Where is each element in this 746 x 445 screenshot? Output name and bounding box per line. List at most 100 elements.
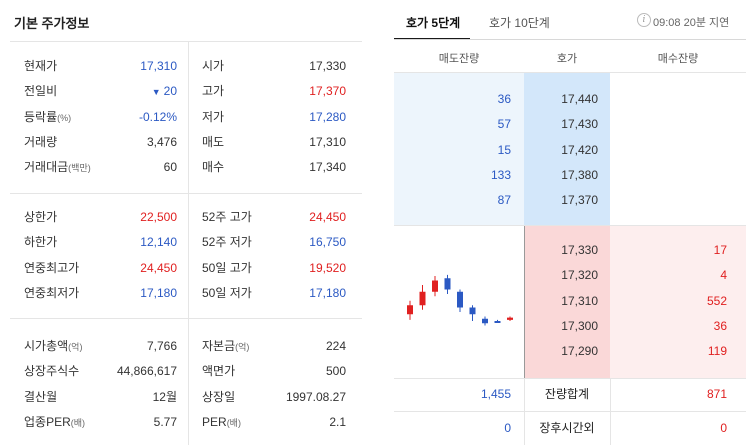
- bid-price[interactable]: 17,320: [561, 268, 598, 282]
- stat-label: 결산월: [24, 390, 57, 405]
- header-bid-qty: 매수잔량: [657, 53, 699, 65]
- stat-label-text: 상장주식수: [24, 364, 80, 378]
- basic-info-panel: 기본 주가정보 현재가 17,310 시가 17,330 전일비 ▼ 20 고가 17,370 등…: [0, 0, 362, 445]
- stat-label: 50일 고가: [202, 261, 252, 276]
- candle-body: [444, 278, 451, 290]
- stat-label-text: 50일 고가: [202, 261, 252, 275]
- stat-label: 시가: [202, 59, 224, 74]
- bid-qty[interactable]: 17: [713, 243, 727, 257]
- tab-orderbook-10[interactable]: 호가 10단계: [489, 16, 550, 30]
- total-sell-qty[interactable]: 1,455: [480, 387, 511, 401]
- stat-label-unit: (백만): [68, 163, 91, 173]
- ask-qty[interactable]: 15: [497, 143, 511, 157]
- divider: [394, 72, 746, 73]
- stat-value: 24,450: [140, 261, 177, 275]
- stat-value-text: 3,476: [146, 135, 177, 149]
- after-hours-buy-qty[interactable]: 0: [720, 421, 727, 435]
- stat-label: 52주 저가: [202, 235, 252, 250]
- stat-label: 연중최저가: [24, 286, 79, 301]
- ask-price[interactable]: 17,370: [561, 193, 598, 207]
- bid-qty-area: [610, 226, 746, 378]
- total-buy-qty[interactable]: 871: [706, 387, 727, 401]
- candle-body: [432, 280, 438, 292]
- stat-label: 거래대금(백만): [24, 160, 91, 175]
- bid-price[interactable]: 17,290: [561, 344, 598, 358]
- stat-label-text: 매수: [202, 160, 225, 174]
- bid-qty[interactable]: 119: [707, 344, 727, 358]
- bid-price[interactable]: 17,310: [561, 294, 598, 308]
- stat-label-text: 거래대금: [24, 160, 69, 174]
- stat-label-text: 연중최고가: [24, 261, 80, 275]
- total-label: 잔량합계: [544, 387, 590, 401]
- stat-value: 22,500: [140, 210, 177, 224]
- stat-label: 시가총액(억): [24, 339, 82, 354]
- candle-body: [419, 291, 426, 306]
- stat-value: 24,450: [309, 210, 346, 224]
- stat-value-text: 60: [163, 160, 177, 174]
- stat-label-text: 연중최저가: [24, 286, 80, 300]
- candle-body: [507, 317, 513, 320]
- stat-label-text: 고가: [202, 84, 225, 98]
- ask-qty[interactable]: 57: [497, 117, 511, 131]
- stat-label-text: 자본금: [202, 339, 236, 353]
- stat-value: 224: [325, 339, 346, 353]
- info-icon[interactable]: i: [637, 13, 651, 27]
- stat-label-text: 결산월: [24, 390, 58, 404]
- after-hours-sell-qty[interactable]: 0: [504, 421, 511, 435]
- stat-label-unit: (억): [235, 342, 250, 352]
- stat-value-text: 17,310: [140, 59, 177, 73]
- bid-price[interactable]: 17,330: [561, 243, 598, 257]
- after-hours-label: 장후시간외: [539, 421, 595, 435]
- stat-label: 전일비: [24, 84, 57, 99]
- stat-value-text: 12월: [152, 390, 177, 404]
- stat-label-text: 업종PER: [24, 415, 71, 429]
- ask-price[interactable]: 17,420: [561, 143, 598, 157]
- stat-label: 자본금(억): [202, 339, 249, 354]
- stat-value-text: 12,140: [140, 235, 177, 249]
- stat-value-text: 22,500: [140, 210, 177, 224]
- stat-label-text: PER: [202, 415, 227, 429]
- stat-label: 저가: [202, 110, 224, 125]
- divider: [10, 41, 362, 42]
- ask-qty[interactable]: 133: [490, 168, 511, 182]
- stat-label-text: 현재가: [24, 59, 58, 73]
- stat-label: 액면가: [202, 364, 235, 379]
- stat-value-text: 24,450: [140, 261, 177, 275]
- ask-qty[interactable]: 87: [497, 193, 511, 207]
- stat-label-unit: (억): [68, 342, 83, 352]
- stat-label-text: 저가: [202, 110, 225, 124]
- column-divider: [610, 379, 611, 445]
- ask-price[interactable]: 17,430: [561, 117, 598, 131]
- stat-label-text: 상장일: [202, 390, 236, 404]
- stat-label: 현재가: [24, 59, 57, 74]
- stat-value-text: 5.77: [153, 415, 177, 429]
- ask-price[interactable]: 17,380: [561, 168, 598, 182]
- stat-label: 하한가: [24, 235, 57, 250]
- stat-value: 16,750: [309, 235, 346, 249]
- stat-value: 60: [164, 160, 177, 174]
- stat-label-text: 등락률: [24, 110, 58, 124]
- header-ask-qty: 매도잔량: [438, 53, 480, 65]
- stat-value: 5.77: [154, 415, 177, 429]
- stat-label-text: 거래량: [24, 135, 58, 149]
- bid-qty[interactable]: 4: [720, 268, 727, 282]
- tab-orderbook-5[interactable]: 호가 5단계: [406, 16, 461, 30]
- bid-qty[interactable]: 552: [706, 294, 727, 308]
- stat-value: 17,180: [309, 286, 346, 300]
- ask-qty[interactable]: 36: [497, 92, 511, 106]
- stat-value: 44,866,617: [117, 364, 177, 378]
- stat-label: 상한가: [24, 210, 57, 225]
- stat-value-text: 7,766: [146, 339, 177, 353]
- stat-label-text: 50일 저가: [202, 286, 252, 300]
- stat-value: 17,180: [140, 286, 177, 300]
- bid-price[interactable]: 17,300: [561, 319, 598, 333]
- stat-value: 2.1: [329, 415, 346, 429]
- chart-border: [524, 226, 525, 378]
- stat-value: 7,766: [147, 339, 177, 353]
- bid-qty[interactable]: 36: [713, 319, 727, 333]
- orderbook-panel: 호가 5단계 호가 10단계 i 09:08 20분 지연 매도잔량 호가 매수…: [394, 0, 746, 445]
- ask-price[interactable]: 17,440: [561, 92, 598, 106]
- stat-label: 상장일: [202, 390, 235, 405]
- stat-label: 매도: [202, 135, 224, 150]
- stat-label-text: 액면가: [202, 364, 236, 378]
